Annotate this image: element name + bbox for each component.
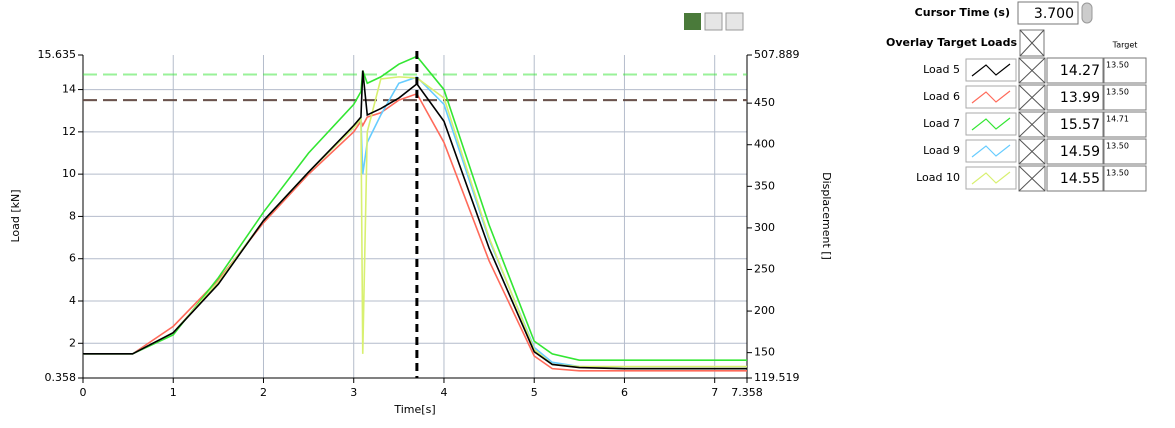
value-box <box>1046 165 1104 192</box>
pan-tool[interactable] <box>725 12 744 31</box>
checkbox-mark <box>1018 84 1046 111</box>
series-line <box>83 92 747 372</box>
target-box <box>1103 84 1147 111</box>
y-tick-label: 2 <box>69 336 76 349</box>
x-tick-label: 1 <box>170 386 177 399</box>
y-tick-label: 4 <box>69 294 76 307</box>
x-tick-label: 5 <box>531 386 538 399</box>
y2-tick-label: 119.519 <box>754 371 800 384</box>
value-box <box>1046 138 1104 165</box>
x-tick-label: 7 <box>711 386 718 399</box>
y2-tick-label: 300 <box>754 221 775 234</box>
value-box <box>1046 84 1104 111</box>
value-box <box>1046 111 1104 138</box>
y2-tick-label: 450 <box>754 96 775 109</box>
legend-name: Load 7 <box>923 117 960 130</box>
y2-tick-label: 507.889 <box>754 48 800 61</box>
target-value: 14.71 <box>1106 115 1129 124</box>
checkbox-mark <box>1018 165 1046 192</box>
legend-line <box>971 117 1011 131</box>
cursor-spinner[interactable] <box>1081 2 1093 24</box>
x-tick-label: 6 <box>621 386 628 399</box>
checkbox-mark <box>1018 111 1046 138</box>
x-tick-label: 0 <box>80 386 87 399</box>
target-box <box>1103 57 1147 84</box>
cursor-reading: 15.57 <box>1060 117 1100 133</box>
cursor-reading: 13.99 <box>1060 90 1100 106</box>
zoom-tool[interactable] <box>704 12 723 31</box>
legend-line <box>971 144 1011 158</box>
y-tick-label: 12 <box>62 125 76 138</box>
target-box <box>1103 111 1147 138</box>
y-tick-label: 15.635 <box>38 48 77 61</box>
overlay-label: Overlay Target Loads <box>886 36 1017 49</box>
x-tick-label: 4 <box>440 386 447 399</box>
cursor-reading: 14.59 <box>1060 144 1100 160</box>
y-axis-label: Load [kN] <box>9 189 22 242</box>
series-line <box>83 70 747 370</box>
toolbar <box>684 12 744 31</box>
y2-tick-label: 150 <box>754 346 775 359</box>
y-tick-label: 8 <box>69 209 76 222</box>
legend-name: Load 9 <box>923 144 960 157</box>
target-header: Target <box>1112 41 1138 50</box>
target-value: 13.50 <box>1106 88 1129 97</box>
cursor-tool[interactable] <box>684 13 701 30</box>
y2-tick-label: 400 <box>754 138 775 151</box>
y-tick-label: 10 <box>62 167 76 180</box>
checkbox-mark <box>1018 57 1046 84</box>
legend-line <box>971 63 1011 77</box>
checkbox-mark <box>1018 138 1046 165</box>
value-box <box>1046 57 1104 84</box>
legend-name: Load 5 <box>923 63 960 76</box>
series-line <box>83 76 747 370</box>
target-box <box>1103 138 1147 165</box>
cursor-input[interactable] <box>1017 1 1079 25</box>
cursor-reading: 14.55 <box>1060 171 1100 187</box>
legend-name: Load 10 <box>916 171 960 184</box>
x-tick-label: 7.358 <box>731 386 763 399</box>
cursor-reading: 14.27 <box>1060 63 1100 79</box>
y2-tick-label: 250 <box>754 262 775 275</box>
target-value: 13.50 <box>1106 169 1129 178</box>
checkbox-mark <box>1019 29 1045 57</box>
cursor-value: 3.700 <box>1034 6 1074 22</box>
target-value: 13.50 <box>1106 142 1129 151</box>
target-box <box>1103 165 1147 192</box>
legend-line <box>971 171 1011 185</box>
y-tick-label: 14 <box>62 83 76 96</box>
legend-name: Load 6 <box>923 90 960 103</box>
x-tick-label: 2 <box>260 386 267 399</box>
y2-axis-label: Displacement [] <box>820 172 833 260</box>
y2-tick-label: 200 <box>754 304 775 317</box>
x-axis-label: Time[s] <box>393 403 435 416</box>
x-tick-label: 3 <box>350 386 357 399</box>
y-tick-label: 6 <box>69 252 76 265</box>
y-tick-label: 0.358 <box>45 371 77 384</box>
series-line <box>83 55 747 361</box>
y2-tick-label: 350 <box>754 179 775 192</box>
cursor-label: Cursor Time (s) <box>915 6 1010 19</box>
legend-line <box>971 90 1011 104</box>
target-value: 13.50 <box>1106 61 1129 70</box>
